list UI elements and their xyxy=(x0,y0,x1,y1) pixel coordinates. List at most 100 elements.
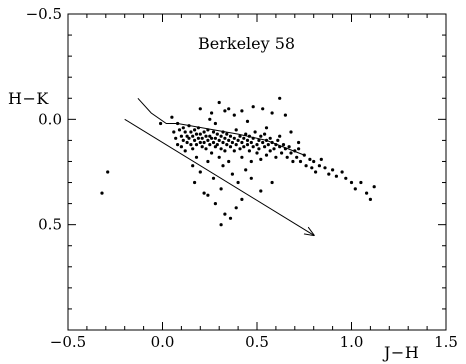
data-point xyxy=(221,130,225,134)
data-point xyxy=(223,136,227,140)
data-point xyxy=(264,153,269,157)
data-point xyxy=(196,136,200,140)
data-point xyxy=(247,149,251,153)
x-tick-label: −0.5 xyxy=(50,333,86,351)
data-point xyxy=(297,147,301,151)
data-point xyxy=(272,147,276,151)
data-point xyxy=(287,145,291,149)
data-point xyxy=(264,126,269,130)
data-point xyxy=(228,216,233,220)
data-point xyxy=(200,145,204,149)
data-point xyxy=(179,134,183,138)
data-point xyxy=(221,140,225,145)
data-point xyxy=(249,140,253,145)
data-point xyxy=(323,166,327,170)
data-point xyxy=(100,191,104,195)
data-point xyxy=(281,143,286,147)
x-tick-label: 0.0 xyxy=(151,333,175,351)
data-point xyxy=(196,126,200,130)
data-point xyxy=(368,197,372,201)
data-point xyxy=(312,159,316,164)
data-point xyxy=(268,149,272,153)
data-point xyxy=(213,202,217,206)
data-point xyxy=(225,132,229,136)
x-tick-label: 0.5 xyxy=(245,333,269,351)
data-point xyxy=(191,164,195,168)
data-point xyxy=(174,136,178,140)
data-point xyxy=(217,100,221,105)
data-point xyxy=(179,145,183,149)
data-point xyxy=(215,143,219,147)
data-point xyxy=(247,134,251,138)
data-point xyxy=(242,145,246,149)
data-point xyxy=(228,134,233,138)
data-point xyxy=(228,145,233,149)
data-point xyxy=(340,170,344,174)
data-point xyxy=(202,191,206,195)
data-point xyxy=(219,147,223,151)
reddening-arrow xyxy=(124,118,314,235)
data-point xyxy=(240,155,244,159)
data-point xyxy=(217,138,221,142)
data-point xyxy=(193,138,197,142)
data-point xyxy=(206,159,210,164)
data-point xyxy=(238,147,242,151)
data-point xyxy=(185,140,189,145)
data-point xyxy=(210,151,214,155)
data-point xyxy=(261,107,265,111)
tick-marks xyxy=(67,13,447,331)
data-point xyxy=(223,212,227,216)
data-point xyxy=(270,111,274,115)
data-point xyxy=(230,172,234,176)
data-point xyxy=(259,157,263,161)
data-point xyxy=(240,109,244,113)
data-point xyxy=(225,143,229,147)
data-point xyxy=(221,164,225,168)
y-axis-label: H−K xyxy=(8,89,49,108)
data-point xyxy=(204,134,208,138)
data-point xyxy=(264,138,269,142)
data-point xyxy=(251,145,255,149)
data-point xyxy=(172,130,176,134)
data-point xyxy=(349,180,354,185)
data-point xyxy=(274,155,278,159)
data-point xyxy=(227,107,231,111)
data-point xyxy=(249,159,253,164)
data-point xyxy=(372,185,376,189)
data-point xyxy=(217,155,221,159)
data-point xyxy=(170,115,174,119)
data-point xyxy=(204,147,208,151)
data-point xyxy=(193,180,197,185)
data-point xyxy=(308,157,312,161)
data-point xyxy=(245,138,250,142)
data-point xyxy=(181,126,185,130)
data-point xyxy=(198,170,202,174)
data-point xyxy=(208,143,212,147)
data-point xyxy=(255,151,259,155)
data-point xyxy=(210,136,214,140)
data-point xyxy=(189,143,193,147)
data-point xyxy=(344,176,348,180)
data-point xyxy=(191,134,195,138)
data-point xyxy=(232,149,236,153)
data-point xyxy=(257,138,261,142)
data-point xyxy=(227,138,231,142)
data-point xyxy=(253,130,257,134)
data-point xyxy=(353,187,357,191)
data-point xyxy=(194,143,199,147)
data-point xyxy=(319,157,323,161)
data-point xyxy=(266,143,270,147)
data-point xyxy=(289,151,293,155)
data-point xyxy=(240,197,244,201)
data-point xyxy=(304,164,308,168)
x-tick-label: 1.0 xyxy=(340,333,364,351)
data-point xyxy=(270,140,274,145)
data-point xyxy=(176,143,180,147)
data-point xyxy=(202,130,206,134)
data-point xyxy=(249,176,253,180)
data-point xyxy=(251,105,255,109)
data-point xyxy=(242,136,246,140)
data-point xyxy=(298,159,303,164)
data-point xyxy=(198,132,202,136)
